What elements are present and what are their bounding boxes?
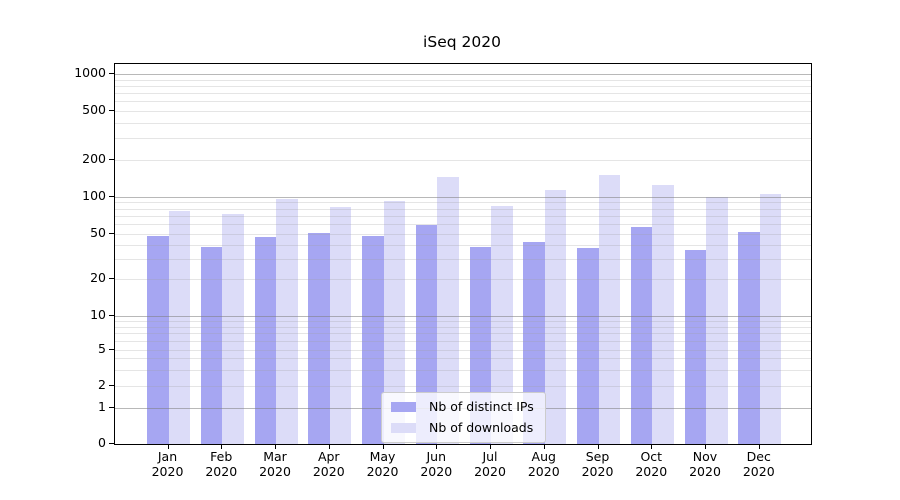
bar-downloads-nov <box>706 197 728 444</box>
x-tick-jan <box>167 444 169 449</box>
y-tick-label-1: 1 <box>98 399 106 414</box>
x-tick-jul <box>490 444 491 449</box>
y-tick-1000 <box>109 73 114 75</box>
x-tick-label-mar: Mar 2020 <box>259 449 291 479</box>
bar-downloads-feb <box>222 214 244 444</box>
x-tick-label-nov: Nov 2020 <box>689 449 721 479</box>
y-tick-1 <box>109 407 114 408</box>
bar-distinct-ips-jan <box>147 236 169 444</box>
y-tick-50 <box>109 233 114 235</box>
x-tick-may <box>382 444 384 449</box>
bar-distinct-ips-mar <box>254 237 276 444</box>
bars-layer <box>115 64 811 444</box>
bar-downloads-aug <box>544 190 567 444</box>
bar-distinct-ips-sep <box>577 247 599 444</box>
legend-item-distinct-ips: Nb of distinct IPs <box>391 399 534 414</box>
bar-downloads-oct <box>652 185 674 444</box>
bar-downloads-dec <box>759 193 782 444</box>
bar-downloads-sep <box>598 174 620 444</box>
x-tick-label-sep: Sep 2020 <box>581 449 614 479</box>
bar-downloads-may <box>383 201 405 444</box>
bar-downloads-jun <box>437 177 459 444</box>
y-tick-0 <box>109 443 114 444</box>
x-tick-label-jan: Jan 2020 <box>151 449 184 479</box>
y-tick-label-1000: 1000 <box>74 65 106 81</box>
plot-area: Nb of distinct IPs Nb of downloads <box>114 63 812 445</box>
chart-title: iSeq 2020 <box>423 33 501 51</box>
y-tick-label-20: 20 <box>90 270 106 286</box>
x-tick-label-jun: Jun 2020 <box>420 449 453 479</box>
y-tick-label-10: 10 <box>90 307 106 322</box>
y-tick-100 <box>109 195 114 197</box>
legend-label-downloads: Nb of downloads <box>429 420 534 435</box>
x-tick-label-may: May 2020 <box>366 449 399 479</box>
y-tick-20 <box>109 278 114 280</box>
x-tick-dec <box>758 444 760 449</box>
y-tick-5 <box>109 348 114 350</box>
y-tick-label-0: 0 <box>98 435 106 450</box>
legend: Nb of distinct IPs Nb of downloads <box>381 392 546 443</box>
legend-item-downloads: Nb of downloads <box>391 420 534 435</box>
bar-distinct-ips-feb <box>200 246 223 444</box>
bar-downloads-jan <box>168 211 190 444</box>
bar-distinct-ips-jun <box>415 225 438 444</box>
x-tick-aug <box>543 444 545 449</box>
x-tick-apr <box>328 444 330 449</box>
x-tick-mar <box>275 444 276 449</box>
x-tick-label-apr: Apr 2020 <box>312 449 345 479</box>
bar-distinct-ips-dec <box>738 232 760 444</box>
x-tick-label-jul: Jul 2020 <box>474 449 506 479</box>
y-tick-label-100: 100 <box>82 187 106 203</box>
y-tick-10 <box>109 315 114 316</box>
legend-swatch-downloads <box>391 422 416 433</box>
bar-distinct-ips-nov <box>684 250 706 444</box>
x-tick-feb <box>221 444 223 449</box>
x-tick-label-aug: Aug 2020 <box>527 449 560 479</box>
legend-label-distinct-ips: Nb of distinct IPs <box>429 399 534 414</box>
x-tick-label-oct: Oct 2020 <box>635 449 668 479</box>
bar-downloads-apr <box>329 207 352 444</box>
bar-distinct-ips-apr <box>308 233 330 444</box>
bar-distinct-ips-may <box>362 236 384 444</box>
legend-swatch-distinct-ips <box>391 401 416 412</box>
y-tick-label-5: 5 <box>98 340 106 356</box>
x-tick-nov <box>705 444 706 449</box>
y-tick-label-50: 50 <box>90 225 106 241</box>
x-tick-label-dec: Dec 2020 <box>742 449 775 479</box>
x-tick-label-feb: Feb 2020 <box>205 449 238 479</box>
y-tick-label-200: 200 <box>82 150 106 166</box>
x-tick-oct <box>651 444 653 449</box>
bar-distinct-ips-oct <box>630 227 653 444</box>
x-tick-jun <box>436 444 438 449</box>
bar-downloads-mar <box>276 198 298 444</box>
y-tick-label-500: 500 <box>82 102 106 117</box>
x-tick-sep <box>597 444 599 449</box>
y-tick-2 <box>109 385 114 386</box>
y-tick-label-2: 2 <box>98 377 106 392</box>
bar-downloads-jul <box>491 206 513 444</box>
y-tick-200 <box>109 158 114 160</box>
y-tick-500 <box>109 110 114 111</box>
